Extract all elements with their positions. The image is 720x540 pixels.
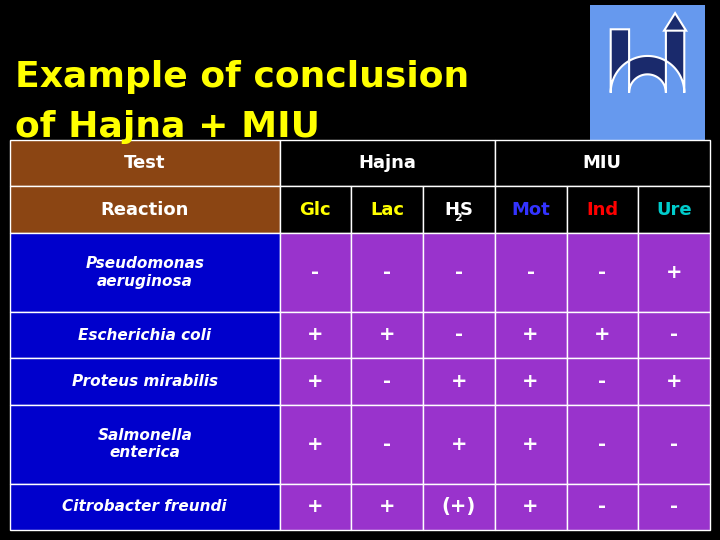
- Text: -: -: [455, 263, 463, 282]
- Bar: [567, 484, 638, 530]
- Bar: [567, 404, 638, 484]
- Text: +: +: [307, 326, 323, 345]
- Text: -: -: [598, 497, 606, 516]
- Text: +: +: [594, 326, 611, 345]
- Text: -: -: [383, 372, 391, 391]
- Text: Salmonella
enterica: Salmonella enterica: [97, 428, 192, 460]
- Bar: [495, 312, 567, 358]
- Text: Hajna: Hajna: [358, 154, 416, 172]
- Text: +: +: [307, 497, 323, 516]
- Bar: [351, 233, 423, 312]
- Bar: [10, 358, 279, 404]
- Bar: [567, 233, 638, 312]
- Bar: [10, 484, 279, 530]
- Bar: [423, 312, 495, 358]
- FancyBboxPatch shape: [590, 5, 705, 140]
- Bar: [10, 186, 279, 233]
- Text: Example of conclusion: Example of conclusion: [15, 60, 469, 94]
- Bar: [351, 484, 423, 530]
- Text: +: +: [451, 372, 467, 391]
- Bar: [279, 140, 495, 186]
- Text: Lac: Lac: [370, 201, 404, 219]
- Bar: [423, 233, 495, 312]
- Bar: [423, 186, 495, 233]
- Text: MIU: MIU: [583, 154, 622, 172]
- Text: Mot: Mot: [511, 201, 550, 219]
- Text: -: -: [670, 497, 678, 516]
- Polygon shape: [611, 29, 684, 93]
- Text: -: -: [670, 435, 678, 454]
- Bar: [279, 186, 351, 233]
- Text: -: -: [455, 326, 463, 345]
- Text: +: +: [523, 497, 539, 516]
- Text: -: -: [598, 435, 606, 454]
- Bar: [495, 233, 567, 312]
- Text: -: -: [670, 326, 678, 345]
- Bar: [10, 233, 279, 312]
- Text: Ure: Ure: [657, 201, 692, 219]
- Bar: [495, 484, 567, 530]
- Text: of Hajna + MIU: of Hajna + MIU: [15, 110, 320, 144]
- Bar: [567, 358, 638, 404]
- Text: -: -: [383, 263, 391, 282]
- Text: Proteus mirabilis: Proteus mirabilis: [72, 374, 218, 389]
- Text: Reaction: Reaction: [101, 201, 189, 219]
- Text: (+): (+): [442, 497, 476, 516]
- Bar: [495, 404, 567, 484]
- Bar: [351, 358, 423, 404]
- Bar: [351, 186, 423, 233]
- Bar: [279, 484, 351, 530]
- Bar: [638, 484, 710, 530]
- Bar: [495, 140, 710, 186]
- Bar: [351, 404, 423, 484]
- Text: +: +: [307, 372, 323, 391]
- Bar: [351, 312, 423, 358]
- Text: Escherichia coli: Escherichia coli: [78, 327, 211, 342]
- Text: Glc: Glc: [300, 201, 331, 219]
- Text: Pseudomonas
aeruginosa: Pseudomonas aeruginosa: [85, 256, 204, 288]
- Text: +: +: [666, 263, 683, 282]
- Bar: [423, 358, 495, 404]
- Bar: [10, 404, 279, 484]
- Text: H: H: [444, 201, 459, 219]
- Text: +: +: [451, 435, 467, 454]
- Text: -: -: [311, 263, 320, 282]
- Text: -: -: [598, 263, 606, 282]
- Text: Citrobacter freundi: Citrobacter freundi: [63, 500, 227, 514]
- Text: Test: Test: [124, 154, 166, 172]
- Bar: [638, 233, 710, 312]
- Bar: [10, 312, 279, 358]
- Bar: [567, 186, 638, 233]
- Text: -: -: [598, 372, 606, 391]
- Bar: [279, 233, 351, 312]
- Bar: [10, 140, 279, 186]
- Text: -: -: [383, 435, 391, 454]
- Text: S: S: [459, 201, 472, 219]
- Bar: [495, 186, 567, 233]
- Bar: [638, 358, 710, 404]
- Bar: [279, 312, 351, 358]
- Text: +: +: [523, 326, 539, 345]
- Text: 2: 2: [454, 213, 462, 223]
- Text: Ind: Ind: [586, 201, 618, 219]
- Bar: [638, 404, 710, 484]
- Bar: [423, 484, 495, 530]
- Bar: [495, 358, 567, 404]
- Text: +: +: [379, 497, 395, 516]
- Text: +: +: [523, 435, 539, 454]
- Text: +: +: [523, 372, 539, 391]
- Text: +: +: [307, 435, 323, 454]
- Bar: [279, 358, 351, 404]
- Bar: [279, 404, 351, 484]
- Bar: [423, 404, 495, 484]
- Text: +: +: [379, 326, 395, 345]
- Text: -: -: [526, 263, 535, 282]
- Bar: [638, 312, 710, 358]
- Text: +: +: [666, 372, 683, 391]
- Bar: [638, 186, 710, 233]
- FancyArrow shape: [664, 13, 686, 31]
- Bar: [567, 312, 638, 358]
